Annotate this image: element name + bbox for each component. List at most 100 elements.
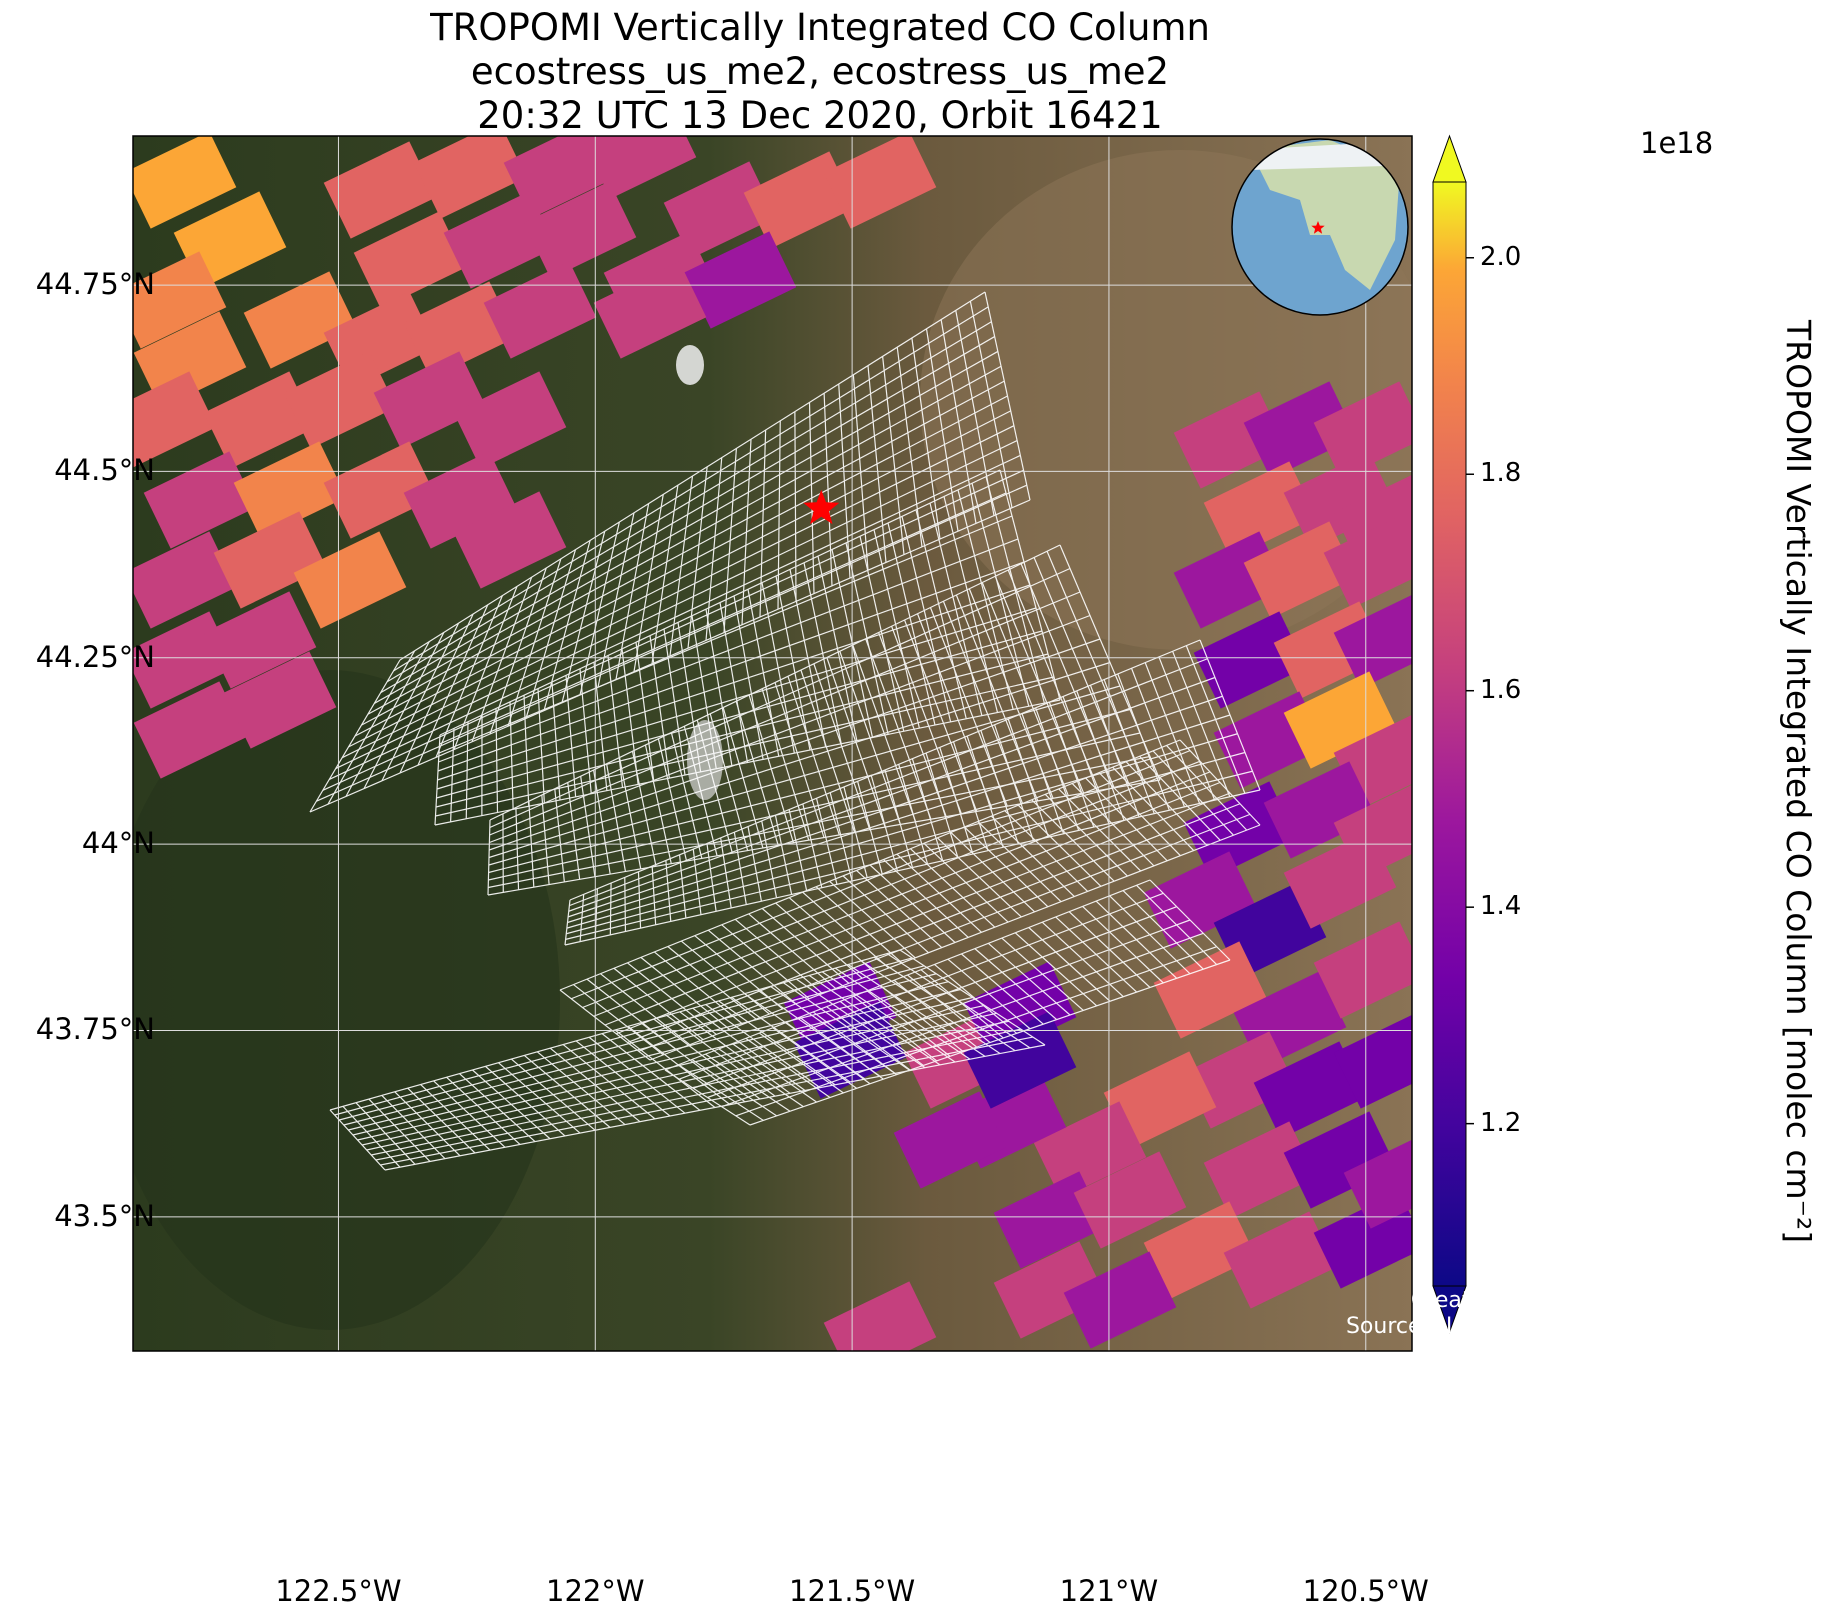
tropomi-pixel: [1223, 1211, 1337, 1309]
tropomi-pixel: [1203, 1121, 1317, 1219]
ecostress-gridline: [489, 567, 1071, 829]
globe-inset: [1231, 138, 1409, 316]
tropomi-pixel: [593, 261, 707, 359]
graticule: [133, 136, 1412, 1351]
ecostress-gridline: [567, 695, 1223, 918]
tropomi-pixel: [683, 231, 797, 329]
tropomi-pixel: [1313, 381, 1412, 479]
colorbar-gradient: [1432, 181, 1467, 1287]
tropomi-pixel: [893, 1091, 1007, 1189]
tropomi-pixel: [1283, 1111, 1397, 1209]
map-title: TROPOMI Vertically Integrated CO Column: [430, 6, 1210, 49]
ecostress-gridline: [437, 584, 1031, 781]
ecostress-gridline: [438, 515, 1013, 754]
ecostress-gridline: [434, 699, 1061, 826]
map-subtitle-time: 20:32 UTC 13 Dec 2020, Orbit 16421: [477, 94, 1163, 137]
globe-outline: [1231, 138, 1409, 316]
tropomi-pixel: [443, 191, 557, 289]
ecostress-gridline: [373, 350, 999, 704]
lon-tick-label: 122°W: [546, 1574, 645, 1608]
ecostress-gridline: [489, 638, 1101, 851]
colorbar-tick-label: 1.4: [1480, 891, 1522, 922]
tropomi-pixel: [1203, 461, 1317, 559]
tropomi-pixel: [1193, 611, 1307, 709]
tropomi-pixel: [223, 651, 337, 749]
site-star-marker: [803, 489, 840, 525]
lat-tick-label: 44.5°N: [54, 453, 155, 488]
lon-tick-label: 122.5°W: [275, 1574, 402, 1608]
ecostress-gridline: [366, 1012, 997, 1151]
tropomi-pixel: [373, 351, 487, 449]
tropomi-pixel: [293, 531, 407, 629]
ecostress-gridline: [566, 751, 1246, 935]
colorbar-tick-label: 1.6: [1480, 674, 1522, 705]
colorbar-exponent: 1e18: [1640, 126, 1714, 160]
ecostress-gridline: [565, 770, 1253, 940]
ecostress-gridline: [582, 760, 1201, 1009]
ecostress-gridline: [354, 395, 1008, 737]
ecostress-gridline: [439, 492, 1007, 745]
tropomi-pixel: [203, 591, 317, 689]
ecostress-gridline: [568, 676, 1216, 912]
tropomi-pixel: [1313, 921, 1412, 1019]
ecostress-gridline: [616, 792, 1231, 1035]
map-frame: [133, 136, 1412, 1351]
ecostress-gridline: [439, 469, 1001, 736]
tropomi-pixel: [1253, 1041, 1367, 1139]
tropomi-pixel: [1143, 1201, 1257, 1299]
tropomi-pixel: [143, 451, 257, 549]
tropomi-pixel: [1243, 381, 1357, 479]
tropomi-pixel: [1033, 1101, 1147, 1199]
tropomi-pixel: [233, 441, 347, 539]
ecostress-gridline: [438, 538, 1019, 763]
ecostress-gridline: [487, 779, 1161, 896]
lat-tick-label: 43.75°N: [35, 1012, 155, 1047]
ecostress-gridline: [564, 789, 1261, 946]
tropomi-pixel: [523, 181, 637, 279]
colorbar-extend-min: [1432, 1285, 1467, 1334]
ecostress-gridline: [341, 425, 1015, 759]
ecostress-gridline: [488, 732, 1141, 881]
tropomi-pixel: [1063, 1251, 1177, 1349]
ecostress-gridline: [638, 813, 1251, 1052]
tropomi-pixel: [1323, 511, 1412, 609]
ecostress-gridline: [436, 607, 1037, 790]
tropomi-pixel: [1103, 1051, 1217, 1149]
ecostress-gridline: [380, 1036, 1034, 1166]
colorbar-tick-label: 1.8: [1480, 458, 1522, 489]
ecostress-gridline: [489, 614, 1091, 844]
tropomi-pixel: [413, 136, 527, 219]
ecostress-gridline: [559, 739, 1181, 991]
ecostress-gridline: [380, 336, 995, 694]
ecostress-gridline: [488, 661, 1111, 859]
lon-tick-label: 120.5°W: [1302, 1574, 1429, 1608]
tropomi-pixel: [1173, 531, 1287, 629]
ecostress-gridline: [367, 365, 1002, 715]
ecostress-gridline: [436, 630, 1043, 799]
tropomi-pixel: [453, 371, 567, 469]
tropomi-pixel-layer: [133, 136, 1412, 1351]
tropomi-pixel: [1343, 1139, 1412, 1229]
colorbar: [1432, 134, 1474, 1334]
tropomi-pixel: [963, 961, 1077, 1059]
tropomi-pixel: [1283, 451, 1397, 549]
tropomi-pixel: [453, 491, 567, 589]
ecostress-gridline: [693, 906, 1177, 1089]
ecostress-gridline: [707, 919, 1191, 1099]
ecostress-gridline: [664, 879, 1151, 1071]
ecostress-gridline: [352, 988, 961, 1136]
tropomi-pixel: [1263, 761, 1377, 859]
tropomi-pixel: [283, 351, 397, 449]
tropomi-pixel: [1283, 671, 1397, 769]
ecostress-gridline: [604, 781, 1221, 1026]
tropomi-pixel: [213, 511, 327, 609]
ecostress-gridline: [567, 714, 1231, 924]
globe-site-marker: [1311, 221, 1325, 234]
ecostress-gridline: [375, 1028, 1021, 1161]
ecostress-gridline: [569, 639, 1201, 901]
ecostress-gridline: [735, 946, 1217, 1117]
ecostress-gridline: [386, 321, 992, 683]
ecostress-gridline: [339, 965, 925, 1121]
ecostress-gridline: [357, 996, 973, 1141]
